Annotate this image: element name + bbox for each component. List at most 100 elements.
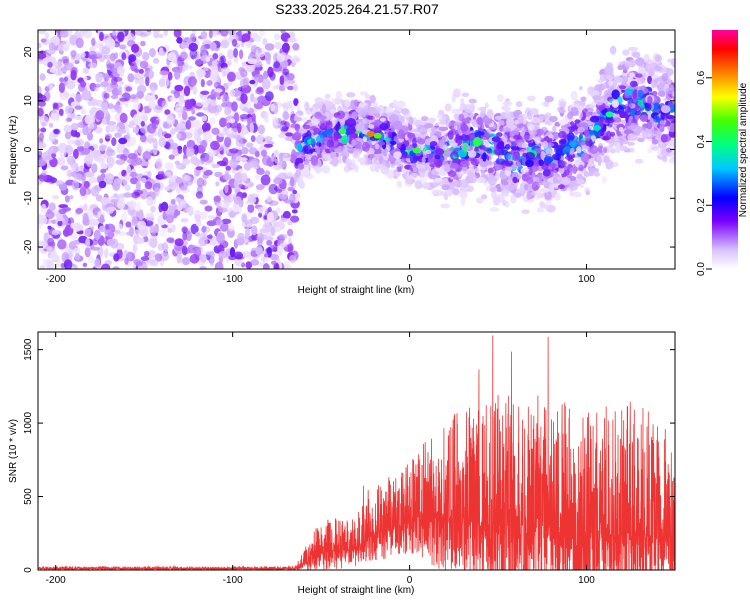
spectrogram-cell <box>427 117 437 123</box>
spectrogram-cell <box>512 176 518 184</box>
spectrogram-cell <box>52 102 58 109</box>
spectrogram-cell <box>251 113 256 122</box>
spectrogram-cell <box>118 137 128 145</box>
spectrogram-cell <box>130 61 138 72</box>
spectrogram-cell <box>604 118 615 124</box>
spectrogram-cell <box>110 126 120 131</box>
spectrogram-cell <box>115 104 122 114</box>
spectrogram-cell <box>237 122 242 134</box>
spectrogram-cell <box>226 129 234 134</box>
spectrogram-cell <box>119 97 127 102</box>
spectrogram-cell <box>155 158 163 169</box>
spectrogram-cell <box>505 184 515 191</box>
spectrogram-cell <box>249 79 256 85</box>
spectrogram-cell <box>136 85 147 94</box>
snr-panel: -200 -100 0 100 0 500 1000 1500 Height of stra… <box>8 331 676 596</box>
spectrogram-cell <box>409 153 418 164</box>
spectrogram-cell <box>544 95 554 103</box>
spectrogram-cell <box>225 165 232 171</box>
spectrogram-cell <box>81 30 89 34</box>
spectrogram-cell <box>235 136 244 148</box>
spectrogram-cell <box>180 51 188 61</box>
spectrogram-cell <box>184 99 194 110</box>
spectrogram-cell <box>119 112 128 124</box>
spectrogram-cell <box>123 192 132 198</box>
spectrogram-cell <box>46 246 53 254</box>
spectrogram-cell <box>136 201 142 213</box>
spectrogram-cell <box>411 162 418 170</box>
spectrogram-cell <box>298 128 303 134</box>
spectrogram-cell <box>223 147 229 155</box>
spectrogram-cell <box>190 223 199 235</box>
spectrogram-cell <box>282 152 292 162</box>
spectrogram-cell <box>222 173 232 181</box>
spectrogram-cell <box>80 52 86 58</box>
spectrogram-cell <box>266 211 275 223</box>
spectrogram-cell <box>192 85 198 95</box>
spectrogram-cell <box>418 171 426 178</box>
spectrogram-cell <box>64 76 69 82</box>
spectrogram-cell <box>280 30 286 34</box>
snr-x-ticks: -200 -100 0 100 <box>46 332 595 586</box>
spectrogram-cell <box>261 155 272 166</box>
spectrogram-cell <box>112 30 117 36</box>
spectrogram-cell <box>38 128 41 133</box>
spectrogram-cell <box>293 151 300 157</box>
spectrogram-cell <box>646 121 653 130</box>
spectrogram-cell <box>369 94 376 104</box>
spectrogram-cell <box>63 259 73 269</box>
spectrogram-cell <box>579 183 584 189</box>
spectrogram-cell <box>174 103 184 114</box>
spectrogram-cell <box>412 137 417 147</box>
spectrogram-cell <box>274 227 281 233</box>
spectrogram-cell <box>164 133 172 139</box>
spectrogram-cell <box>502 199 507 207</box>
spectrogram-cell <box>583 171 590 178</box>
spectrogram-cell <box>257 206 264 214</box>
spectrogram-cell <box>201 122 211 132</box>
spectrogram-cell <box>111 137 117 147</box>
spectrogram-cell <box>176 122 186 129</box>
spectrogram-cell <box>670 146 675 155</box>
spectrogram-cell <box>544 120 551 125</box>
spectrogram-hotspot <box>605 111 614 118</box>
spectrogram-cell <box>431 168 436 176</box>
spectrogram-cell <box>147 123 157 134</box>
spectrogram-cell <box>164 109 171 115</box>
spectrogram-cell <box>588 166 594 177</box>
spectrogram-cell <box>497 94 504 103</box>
spectrogram-cell <box>331 157 339 167</box>
spectrogram-cell <box>132 113 143 125</box>
spectrogram-cell <box>624 61 630 68</box>
spectrogram-cell <box>196 177 205 188</box>
spectrogram-cell <box>130 209 137 219</box>
spectrogram-cell <box>130 177 138 185</box>
spectrogram-cell <box>477 106 487 112</box>
spectrogram-y-ticks: -20 -10 0 10 20 <box>23 46 675 254</box>
spectrogram-cell <box>578 86 583 91</box>
spectrogram-cell <box>215 219 224 226</box>
spectrogram-cell <box>248 147 258 155</box>
spectrogram-cell <box>148 101 156 110</box>
spectrogram-cell <box>154 253 163 262</box>
spectrogram-cell <box>250 93 255 103</box>
spectrogram-cell <box>74 252 81 261</box>
spectrogram-cell <box>584 132 591 142</box>
spectrogram-cell <box>516 123 525 128</box>
spectrogram-cell <box>331 138 340 149</box>
spectrogram-cell <box>501 127 512 133</box>
spectrogram-cell <box>83 228 92 237</box>
spectrogram-cell <box>627 125 637 130</box>
spectrogram-cell <box>531 159 541 167</box>
spectrogram-cell <box>234 251 244 260</box>
spectrogram-cell <box>56 157 66 166</box>
spectrogram-cell <box>287 79 296 85</box>
spectrogram-cell <box>657 90 666 97</box>
spectrogram-cell <box>99 225 106 233</box>
spectrogram-cell <box>263 178 271 183</box>
spectrogram-cell <box>668 157 675 164</box>
spectrogram-cell <box>165 209 174 214</box>
y-tick-label: 1500 <box>23 338 34 361</box>
spectrogram-cell <box>142 151 152 161</box>
spectrogram-cell <box>611 113 620 118</box>
